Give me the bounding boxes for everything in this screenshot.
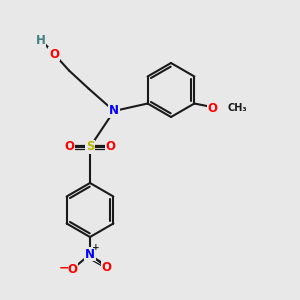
Text: −: −: [58, 261, 69, 274]
Text: CH₃: CH₃: [227, 103, 247, 113]
Text: N: N: [85, 248, 95, 261]
Text: O: O: [207, 101, 218, 115]
Text: O: O: [101, 261, 112, 274]
Text: N: N: [109, 104, 119, 118]
Text: O: O: [68, 263, 78, 276]
Text: O: O: [64, 140, 75, 154]
Text: S: S: [86, 140, 94, 154]
Text: O: O: [49, 47, 59, 61]
Text: O: O: [105, 140, 116, 154]
Text: +: +: [92, 243, 99, 252]
Text: H: H: [36, 34, 45, 47]
